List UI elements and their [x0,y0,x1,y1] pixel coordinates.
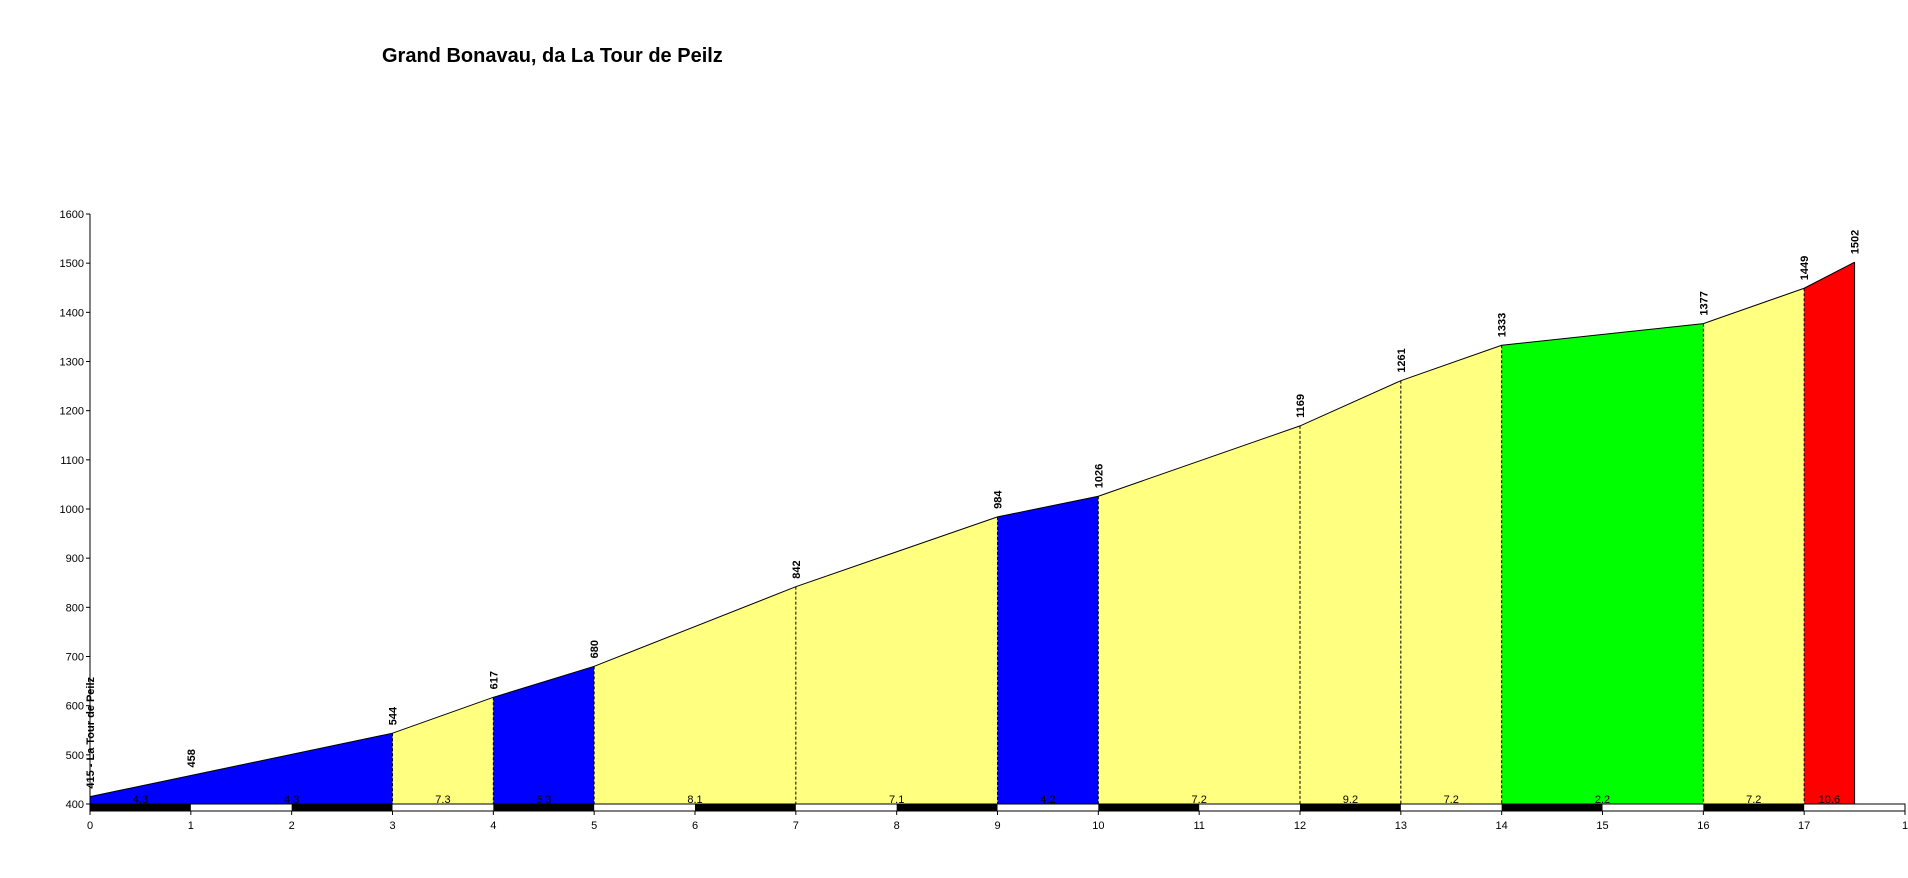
x-tick-label-3: 3 [389,820,395,832]
segment-area-11 [1804,262,1855,804]
elevation-label-11: 1377 [1698,291,1710,315]
x-tick-label-5: 5 [591,820,597,832]
elevation-label-0: 415 - La Tour de Peilz [85,676,97,788]
elevation-label-9: 1261 [1396,348,1408,372]
x-tick-label-11: 11 [1193,820,1204,832]
y-tick-label-1000: 1000 [60,504,84,516]
segment-area-1 [392,697,494,804]
distance-band-block-8 [896,804,998,811]
segment-area-7 [1300,380,1401,804]
grade-label-10: 2.2 [1595,794,1610,806]
segment-area-2 [493,666,595,804]
elevation-label-7: 1026 [1093,464,1105,488]
elevation-labels: 415 - La Tour de Peilz 458 544 617 680 842 984… [85,230,1862,789]
x-tick-label-10: 10 [1092,820,1104,832]
segment-area-4 [795,516,998,804]
y-tick-label-1100: 1100 [60,455,84,467]
x-tick-label-12: 12 [1294,820,1306,832]
x-tick-label-4: 4 [490,820,496,832]
grade-label-6: 4.2 [1040,794,1055,806]
grade-label-12: 10.6 [1819,794,1840,806]
x-tick-label-16: 16 [1697,820,1709,832]
distance-band [89,803,1906,812]
elevation-label-13: 1502 [1850,230,1862,254]
segment-area-0 [90,733,393,804]
segment-area-9 [1501,323,1704,804]
distance-band-block-0 [90,804,191,811]
distance-band-block-16 [1703,804,1805,811]
distance-band-block-6 [695,804,796,811]
y-tick-label-600: 600 [66,701,84,713]
y-tick-label-1200: 1200 [60,406,84,418]
distance-band-block-14 [1501,804,1603,811]
x-tick-label-17: 17 [1798,820,1810,832]
profile-line [89,261,1855,798]
x-tick-label-18: 1 [1902,820,1908,832]
grade-label-3: 6.3 [536,794,551,806]
grade-label-5: 7.1 [889,794,904,806]
x-tick-label-1: 1 [188,820,194,832]
profile-outline [89,261,1856,804]
distance-band-block-4 [493,804,595,811]
grade-label-7: 7.2 [1192,794,1207,806]
grade-label-9: 7.2 [1444,794,1459,806]
elevation-label-3: 617 [488,671,500,689]
grade-label-8: 9.2 [1343,794,1358,806]
grade-label-4: 8.1 [687,794,702,806]
segment-area-8 [1400,345,1502,804]
y-tick-label-700: 700 [66,652,84,664]
grade-labels: 4.3 4.3 7.3 6.3 8.1 7.1 4.2 7.2 9.2 7.2 2.2 7.2 10.6 [133,794,1840,806]
y-tick-label-1300: 1300 [60,357,84,369]
y-tick-label-1600: 1600 [60,209,84,221]
y-tick-label-1400: 1400 [60,307,84,319]
segment-area-6 [1098,425,1300,804]
elevation-areas [90,262,1855,804]
x-tick-label-8: 8 [894,820,900,832]
elevation-label-10: 1333 [1497,313,1509,337]
elevation-label-1: 458 [186,749,198,767]
y-axis: 400 500 600 700 800 900 1000 1100 1200 1300 1400 15… [60,209,91,811]
elevation-label-5: 842 [791,560,803,578]
elevation-label-8: 1169 [1295,394,1307,418]
grade-label-0: 4.3 [133,794,148,806]
distance-band-block-2 [291,804,393,811]
x-tick-label-0: 0 [87,820,93,832]
distance-band-block-10 [1098,804,1200,811]
y-tick-label-800: 800 [66,602,84,614]
x-tick-label-15: 15 [1596,820,1608,832]
x-tick-label-14: 14 [1496,820,1508,832]
segment-area-3 [594,586,796,804]
y-tick-label-500: 500 [66,750,84,762]
y-tick-label-400: 400 [66,799,84,811]
segment-area-5 [997,496,1099,804]
grade-label-11: 7.2 [1746,794,1761,806]
distance-band-block-12 [1300,804,1401,811]
elevation-label-2: 544 [388,706,400,725]
grade-label-2: 7.3 [435,794,450,806]
grade-label-1: 4.3 [284,794,299,806]
x-tick-label-6: 6 [692,820,698,832]
x-tick-label-7: 7 [793,820,799,832]
elevation-label-6: 984 [993,490,1005,509]
x-tick-label-2: 2 [289,820,295,832]
x-tick-label-13: 13 [1395,820,1407,832]
x-axis: 0 1 2 3 4 5 6 7 8 9 10 11 12 13 14 15 16 17 1 [87,810,1908,832]
y-tick-label-900: 900 [66,553,84,565]
segment-area-10 [1703,288,1805,804]
elevation-label-12: 1449 [1799,256,1811,280]
y-tick-label-1500: 1500 [60,258,84,270]
chart-title: Grand Bonavau, da La Tour de Peilz [382,45,723,67]
elevation-label-4: 680 [589,640,601,658]
x-tick-label-9: 9 [994,820,1000,832]
